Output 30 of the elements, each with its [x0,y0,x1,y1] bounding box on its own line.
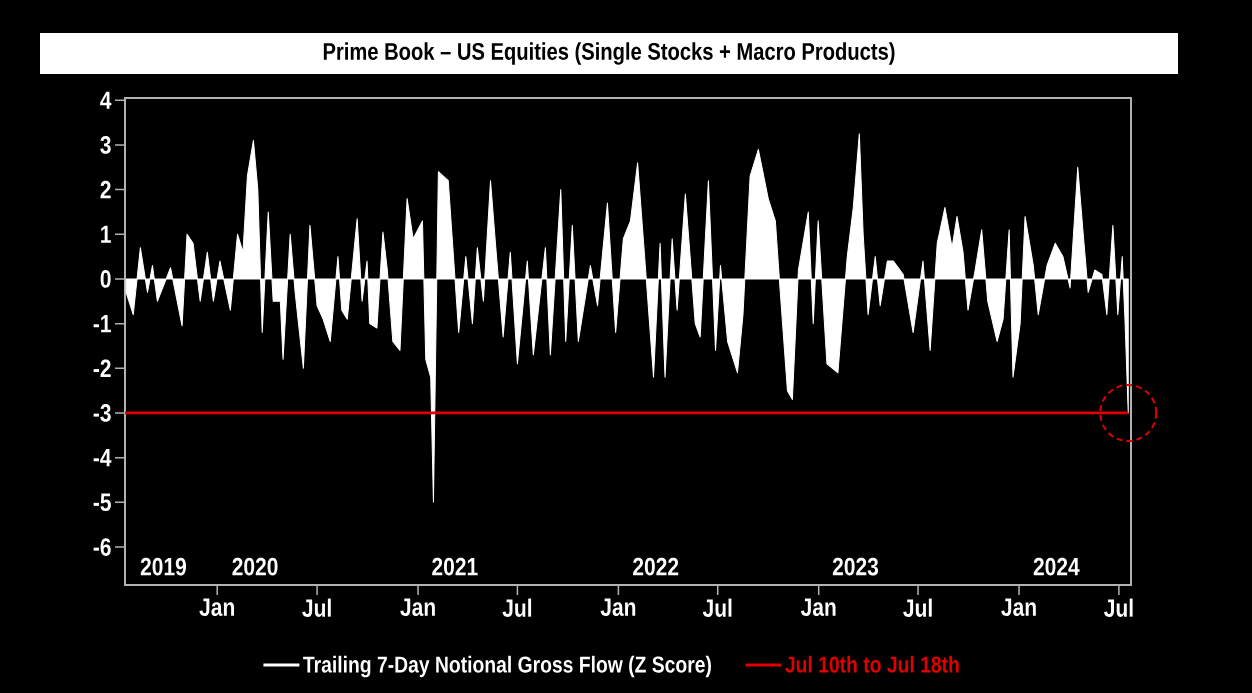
y-tick-label: -4 [93,449,112,467]
x2-tick-label: 2023 [832,557,879,576]
x2-tick-label: 2019 [140,557,186,576]
x-tick-label: Jul [302,598,331,617]
y-tick-label: 4 [100,91,112,109]
x-tick-label: Jan [400,598,435,616]
x-tick-label: Jan [800,598,836,616]
x2-tick-label: 2024 [1033,557,1080,576]
y-tick-label: -3 [93,404,111,422]
y-tick-label: 1 [101,225,111,243]
x2-tick-label: 2020 [232,557,278,576]
y-tick-label: -5 [93,493,111,512]
chart-title: Prime Book – US Equities (Single Stocks + Macro Products) [323,42,895,65]
y-tick-label: 3 [100,136,111,154]
x2-tick-label: 2021 [432,557,478,576]
y-tick-label: 0 [100,270,111,288]
y-tick-label: -1 [93,315,111,333]
x2-tick-label: 2022 [633,557,679,576]
x-tick-label: Jan [600,598,636,616]
x-tick-label: Jul [903,598,932,617]
x-tick-label: Jan [199,598,234,616]
legend-label: Jul 10th to Jul 18th [785,655,959,673]
x-tick-label: Jan [1001,598,1036,616]
y-tick-label: -2 [93,359,111,378]
y-tick-label: 2 [100,180,111,199]
x-tick-label: Jul [1104,598,1133,617]
x-tick-label: Jul [502,598,532,617]
x-tick-label: Jul [702,598,732,617]
legend-label: Trailing 7-Day Notional Gross Flow (Z Score) [303,655,711,678]
y-tick-label: -6 [93,538,111,556]
